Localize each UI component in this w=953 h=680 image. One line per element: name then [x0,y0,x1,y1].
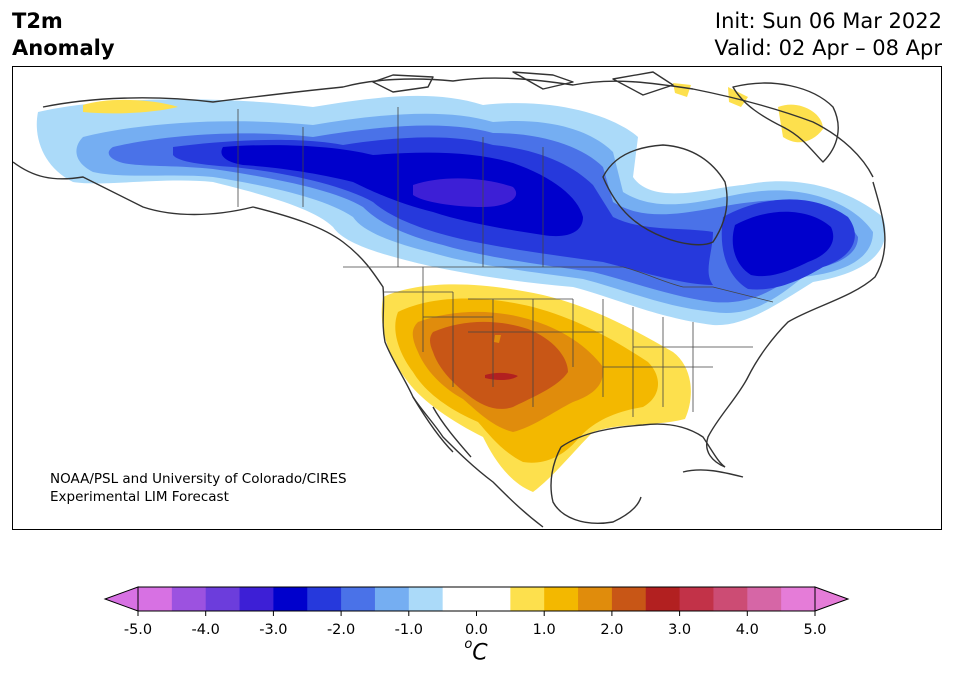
colorbar-tick-label: -5.0 [123,622,153,638]
unit-symbol: C [472,640,488,666]
colorbar-tick-label: -2.0 [326,622,356,638]
warm-core-north [494,335,501,343]
colorbar-ticks [137,611,816,616]
colorbar-tick-label: 1.0 [532,622,556,638]
state-lines-east [602,299,753,417]
coastline-islands [372,71,674,96]
cold-region-extreme [221,145,583,237]
init-date: Init: Sun 06 Mar 2022 [714,9,942,33]
colorbar-cell [171,587,207,611]
colorbar-cell [747,587,782,611]
coastline-cuba [682,469,744,478]
anomaly-map: NOAA/PSL and University of Colorado/CIRE… [12,66,942,530]
warm-patch-alaska [83,99,178,114]
colorbar-cell [442,587,477,611]
colorbar-tick-label: 3.0 [668,622,692,638]
coastline-baja [412,396,472,458]
coastline-greenland [732,82,839,163]
coastline-pacific [13,161,544,528]
cold-region-extreme-east [732,211,834,277]
valid-range: Valid: 02 Apr – 08 Apr [714,36,942,60]
data-credit: NOAA/PSL and University of Colorado/CIRE… [50,470,347,506]
colorbar-cell [138,587,173,611]
title-line-1: T2m [12,9,63,33]
credit-line-2: Experimental LIM Forecast [50,489,229,505]
colorbar-cell [341,587,376,611]
credit-line-1: NOAA/PSL and University of Colorado/CIRE… [50,471,347,487]
warm-patch-arctic-2 [728,87,748,107]
colorbar-tick-label: 5.0 [803,622,827,638]
colorbar-cells [138,587,816,611]
coastline-arctic [42,77,874,178]
coastline-atlantic [706,181,886,468]
colorbar-cell [713,587,748,611]
colorbar-tick-label: -4.0 [191,622,220,638]
warm-anomaly-regions [83,83,823,492]
colorbar-cell [510,587,545,611]
map-canvas [13,71,886,528]
unit-degree: o [464,637,473,652]
colorbar [103,586,850,616]
geographic-outlines [13,71,886,528]
colorbar-cell [205,587,241,611]
colorbar-low-extension [103,586,139,612]
state-province-borders [237,107,774,417]
forecast-dates: Init: Sun 06 Mar 2022 Valid: 02 Apr – 08… [714,8,942,62]
colorbar-cell [544,587,579,611]
colorbar-cell [307,587,342,611]
coastline-hudson-bay [602,144,728,246]
colorbar-cell [645,587,681,611]
us-canada-border [343,266,774,303]
warm-region-intense [430,321,568,409]
colorbar-cell [408,587,444,611]
colorbar-cell [578,587,613,611]
warm-patch-arctic-1 [673,83,691,97]
cold-core [413,178,517,207]
colorbar-tick-label: -1.0 [394,622,423,638]
colorbar-unit: oC [464,637,488,666]
province-lines [302,107,544,267]
colorbar-cell [611,587,647,611]
colorbar-tick-label: -3.0 [259,622,288,638]
state-lines-west [383,267,603,407]
colorbar-tick-label: 4.0 [735,622,759,638]
colorbar-cell [781,587,816,611]
coastline-gulf [550,423,726,524]
colorbar-cell [679,587,714,611]
title-line-2: Anomaly [12,36,115,60]
colorbar-tick-label: 0.0 [464,622,489,638]
colorbar-cell [239,587,274,611]
colorbar-tick-label: 2.0 [600,622,624,638]
colorbar-cell [476,587,511,611]
map-title: T2m Anomaly [12,8,115,62]
colorbar-cell [273,587,308,611]
colorbar-high-extension [814,586,850,612]
colorbar-cell [374,587,410,611]
